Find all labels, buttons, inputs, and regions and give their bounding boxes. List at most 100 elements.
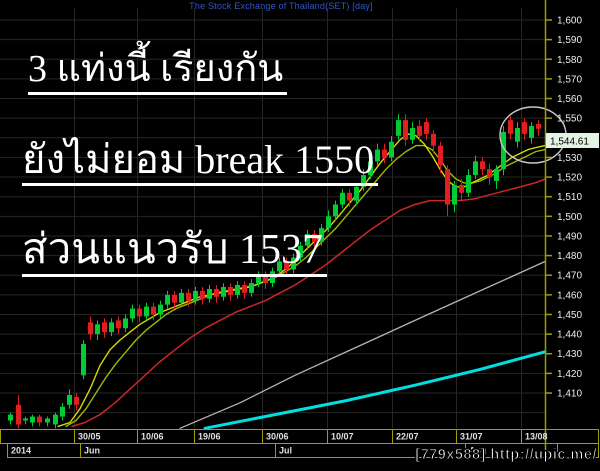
candle-up <box>67 394 72 405</box>
candle-up <box>466 175 471 193</box>
y-axis-label: 1,500 <box>557 212 582 223</box>
x-axis-label: 30/06 <box>266 432 289 442</box>
y-axis-label: 1,510 <box>557 192 582 203</box>
watermark: [779x588] http://upic.me/ <box>415 447 597 464</box>
annotation-line-1: 3 แท่งนี้ เรียงกัน <box>28 49 288 95</box>
candle-down <box>172 294 177 303</box>
candle-down <box>438 145 443 166</box>
x-axis-label: Jul <box>279 446 292 456</box>
candle-up <box>256 275 261 284</box>
y-axis-label: 1,420 <box>557 369 582 380</box>
candle-up <box>270 271 275 284</box>
y-axis-label: 1,600 <box>557 16 582 27</box>
candle-up <box>305 233 310 246</box>
candle-down <box>431 133 436 146</box>
candle-down <box>74 396 79 405</box>
candle-up <box>452 184 457 205</box>
candle-down <box>312 233 317 242</box>
x-axis-label: 22/07 <box>396 432 419 442</box>
candle-up <box>319 228 324 242</box>
candle-up <box>291 257 296 270</box>
y-axis-label: 1,470 <box>557 271 582 282</box>
candle-up <box>165 294 170 305</box>
candle-down <box>186 292 191 301</box>
ma-line-very-long-term-cyan <box>203 350 547 430</box>
annotation-line-2: ยังไม่ยอม break 1550 <box>22 139 379 186</box>
candle-up <box>354 186 359 201</box>
y-axis-label: 1,440 <box>557 330 582 341</box>
candle-down <box>242 285 247 293</box>
candle-down <box>37 416 42 423</box>
candle-up <box>494 169 499 181</box>
y-axis-label: 1,430 <box>557 349 582 360</box>
candle-up <box>8 414 13 421</box>
candle-down <box>88 322 93 335</box>
gridlines <box>0 8 545 428</box>
y-axis-label: 1,480 <box>557 251 582 262</box>
candle-down <box>347 192 352 201</box>
y-axis-label: 1,530 <box>557 153 582 164</box>
candle-up <box>389 141 394 158</box>
candle-down <box>151 306 156 315</box>
candle-down <box>382 149 387 158</box>
candle-up <box>158 304 163 315</box>
x-axis-label: Jun <box>84 446 100 456</box>
candle-up <box>515 127 520 142</box>
last-price-tag <box>546 133 599 148</box>
candle-up <box>396 120 401 136</box>
x-axis-label: 10/06 <box>141 432 164 442</box>
candle-up <box>277 261 282 272</box>
candle-up <box>193 290 198 301</box>
x-axis-label: Aug <box>469 446 487 456</box>
y-axis-label: 1,460 <box>557 290 582 301</box>
candle-down <box>417 126 422 136</box>
y-axis-label: 1,590 <box>557 35 582 46</box>
candle-up <box>123 318 128 329</box>
x-axis-cell <box>557 443 599 458</box>
candle-up <box>207 288 212 299</box>
last-price-label: 1,544.61 <box>550 137 589 148</box>
candle-down <box>200 290 205 299</box>
candle-down <box>214 288 219 297</box>
candle-down <box>445 169 450 205</box>
candle-up <box>333 204 338 217</box>
candle-down <box>263 275 268 284</box>
candle-up <box>375 149 380 162</box>
candle-up <box>109 322 114 333</box>
candle-up <box>501 131 506 170</box>
candle-up <box>95 324 100 335</box>
candle-up <box>144 306 149 317</box>
y-axis-label: 1,570 <box>557 74 582 85</box>
candle-up <box>130 308 135 319</box>
candle-down <box>508 120 513 134</box>
candle-down <box>522 122 527 134</box>
candle-down <box>403 120 408 140</box>
x-axis-label: 10/07 <box>331 432 354 442</box>
candle-down <box>16 404 21 425</box>
y-axis-label: 1,450 <box>557 310 582 321</box>
y-axis-label: 1,550 <box>557 114 582 125</box>
candle-up <box>30 416 35 423</box>
candle-up <box>410 127 415 140</box>
candle-up <box>235 285 240 295</box>
annotation-line-3: ส่วนแนวรับ 1537 <box>22 228 328 278</box>
candle-down <box>536 124 541 129</box>
candle-up <box>340 192 345 205</box>
ma-line-long-term-gray <box>179 260 546 429</box>
candle-up <box>326 216 331 229</box>
candle-up <box>249 283 254 293</box>
candle-down <box>284 261 289 270</box>
x-axis-label: 19/06 <box>198 432 221 442</box>
y-axis-label: 1,520 <box>557 173 582 184</box>
candle-up <box>473 161 478 176</box>
x-axis-label: 31/07 <box>460 432 483 442</box>
x-axis-label: 30/05 <box>78 432 101 442</box>
candle-down <box>116 320 121 329</box>
candle-up <box>221 286 226 297</box>
y-axis-label: 1,410 <box>557 389 582 400</box>
candle-up <box>298 245 303 258</box>
candle-up <box>529 126 534 138</box>
x-axis-label: 13/08 <box>525 432 548 442</box>
candle-down <box>487 169 492 178</box>
